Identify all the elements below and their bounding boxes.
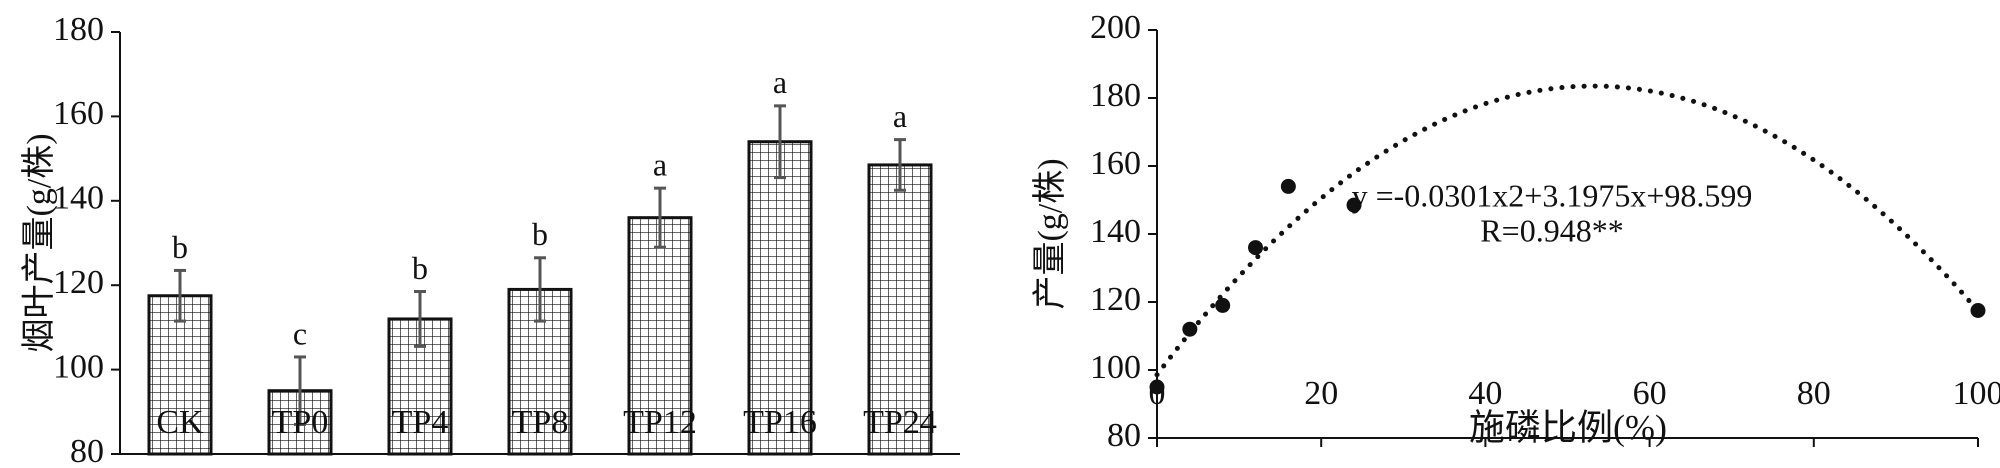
- x-tick-label: CK: [156, 404, 204, 441]
- y-tick-label: 100: [53, 348, 104, 385]
- significance-label: b: [172, 229, 188, 265]
- significance-label: a: [653, 146, 667, 182]
- bar-chart: 80 100 120 140 160 180 b c b b a a a CK TP0 TP4 TP8 TP1…: [20, 11, 960, 463]
- significance-label: b: [412, 250, 428, 286]
- y-tick-label: 100: [1090, 349, 1141, 386]
- data-point: [1281, 179, 1296, 194]
- y-tick-label: 120: [53, 264, 104, 301]
- x-tick-label: 100: [1953, 375, 2000, 412]
- data-point: [1182, 322, 1197, 337]
- y-tick-label: 160: [1090, 145, 1141, 182]
- x-axis-label: 施磷比例(%): [1469, 407, 1667, 447]
- data-point: [1248, 240, 1263, 255]
- y-tick-label: 80: [70, 433, 104, 463]
- equation-label: y =-0.0301x2+3.1975x+98.599: [1352, 177, 1753, 213]
- y-tick-label: 160: [53, 95, 104, 132]
- significance-label: a: [893, 98, 907, 134]
- y-tick-group: 80 100 120 140 160 180: [53, 11, 120, 463]
- x-tick-label: TP0: [272, 404, 329, 441]
- x-tick-label: 60: [1633, 375, 1667, 412]
- y-tick-label: 180: [53, 11, 104, 48]
- y-axis-label: 产量(g/株): [1031, 158, 1069, 309]
- x-tick-label: 20: [1304, 375, 1338, 412]
- data-point: [1215, 298, 1230, 313]
- significance-label: c: [293, 315, 307, 351]
- data-point: [1150, 380, 1165, 395]
- y-tick-label: 180: [1090, 77, 1141, 114]
- y-tick-label: 200: [1090, 9, 1141, 46]
- x-tick-label: TP4: [392, 404, 449, 441]
- y-tick-label: 80: [1107, 417, 1141, 454]
- x-tick-label: TP16: [743, 404, 817, 441]
- y-tick-label: 140: [53, 180, 104, 217]
- r-value-label: R=0.948**: [1480, 212, 1623, 248]
- x-tick-label: TP24: [863, 404, 937, 441]
- y-axis-label: 烟叶产量(g/株): [20, 133, 58, 352]
- y-tick-group: 80 100 120 140 160 180 200: [1090, 9, 1157, 454]
- significance-label: a: [773, 64, 787, 100]
- y-tick-label: 120: [1090, 281, 1141, 318]
- x-tick-label: 80: [1797, 375, 1831, 412]
- x-tick-label: 40: [1468, 375, 1502, 412]
- y-tick-label: 140: [1090, 213, 1141, 250]
- x-tick-label: TP8: [512, 404, 569, 441]
- x-tick-label: TP12: [623, 404, 697, 441]
- significance-label: b: [532, 216, 548, 252]
- x-tick-label-group: CK TP0 TP4 TP8 TP12 TP16 TP24: [156, 404, 936, 441]
- data-point: [1971, 303, 1986, 318]
